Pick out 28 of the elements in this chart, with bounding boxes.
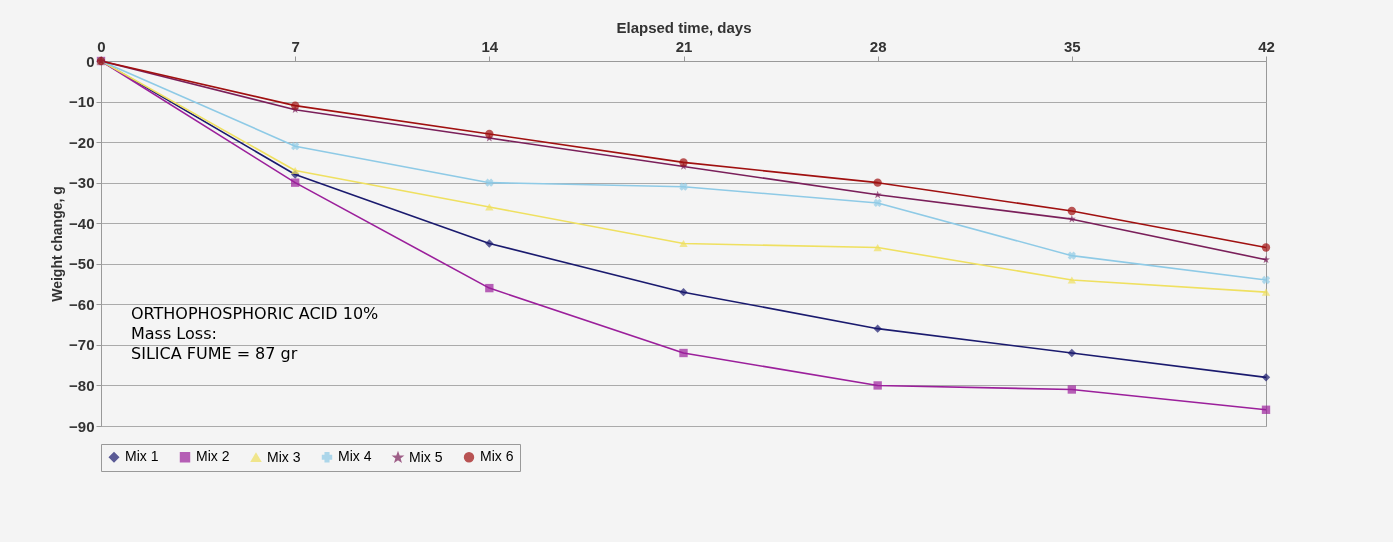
y-tick-label: −40: [69, 214, 95, 232]
y-tick-label: −70: [69, 336, 95, 354]
x-tick-label: 21: [675, 37, 693, 55]
annotation: ORTHOPHOSPHORIC ACID 10%: [131, 304, 379, 323]
y-tick-label: −50: [69, 255, 95, 273]
x-tick-label: 14: [481, 37, 499, 55]
x-axis-title: Elapsed time, days: [616, 18, 752, 36]
annotation: SILICA FUME = 87 gr: [131, 344, 298, 363]
y-tick-label: −20: [69, 133, 95, 151]
legend-label: Mix 2: [196, 448, 230, 465]
legend-label: Mix 5: [409, 448, 443, 465]
x-tick-label: 42: [1258, 37, 1275, 55]
y-axis-title: Weight change, g: [49, 186, 66, 302]
y-tick-label: −90: [69, 417, 95, 435]
x-tick-label: 35: [1063, 37, 1081, 55]
x-tick-label: 28: [869, 37, 887, 55]
legend-label: Mix 4: [338, 448, 372, 465]
x-tick-label: 0: [97, 37, 106, 55]
legend-label: Mix 6: [480, 448, 514, 465]
y-tick-label: 0: [86, 52, 95, 70]
x-tick-label: 7: [291, 37, 300, 55]
y-tick-label: −80: [69, 376, 95, 394]
y-tick-label: −30: [69, 174, 95, 192]
y-tick-label: −60: [69, 295, 95, 313]
annotation: Mass Loss:: [131, 324, 217, 343]
legend-label: Mix 1: [125, 448, 159, 465]
y-tick-label: −10: [69, 93, 95, 111]
legend-label: Mix 3: [267, 448, 301, 465]
